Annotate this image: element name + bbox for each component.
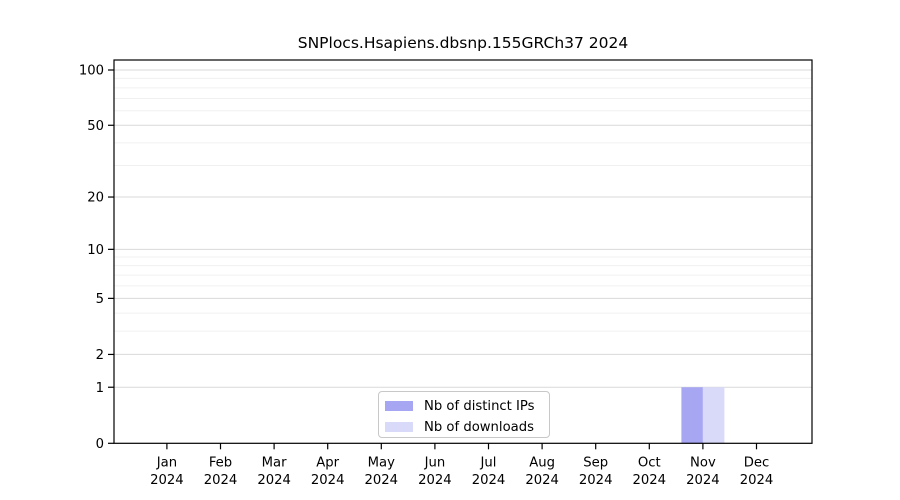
x-tick-label-month: Mar [262,456,287,471]
x-tick-label-year: 2024 [740,473,774,488]
y-tick-label: 50 [87,119,104,134]
x-tick-label-year: 2024 [365,473,399,488]
x-tick-label-year: 2024 [472,473,506,488]
y-tick-label: 2 [96,348,104,363]
x-tick-label-year: 2024 [204,473,238,488]
x-tick-label-month: May [368,456,395,471]
y-tick-label: 20 [87,191,104,206]
x-tick-label-year: 2024 [633,473,667,488]
y-tick-label: 1 [96,381,104,396]
x-tick-label-month: Dec [744,456,770,471]
bar-nov-series1 [702,387,725,444]
legend-swatch-downloads-icon [385,422,413,432]
x-tick-label-year: 2024 [257,473,291,488]
legend-item-distinct-ips: Nb of distinct IPs [385,397,549,415]
x-tick-label-month: Feb [209,456,232,471]
x-tick-label-year: 2024 [525,473,559,488]
chart-title: SNPlocs.Hsapiens.dbsnp.155GRCh37 2024 [297,34,629,52]
x-tick-label-month: Sep [583,456,608,471]
x-tick-label-year: 2024 [150,473,184,488]
plot-border [113,59,813,444]
x-tick-label-year: 2024 [686,473,720,488]
y-tick-label: 5 [96,292,104,307]
legend-swatch-distinct-ips-icon [385,401,413,411]
x-tick-label-year: 2024 [579,473,613,488]
legend-label-downloads: Nb of downloads [424,419,534,435]
y-tick-label: 100 [79,64,104,79]
y-tick-label: 0 [96,437,104,452]
x-tick-label-year: 2024 [311,473,345,488]
y-tick-label: 10 [87,243,104,258]
x-tick-label-month: Nov [690,456,716,471]
x-tick-label-month: Jan [156,456,177,471]
x-tick-label-month: Apr [316,456,339,471]
legend: Nb of distinct IPs Nb of downloads [378,391,550,438]
legend-item-downloads: Nb of downloads [385,418,549,436]
x-tick-label-year: 2024 [418,473,452,488]
x-tick-label-month: Aug [529,456,555,471]
bar-nov-series0 [681,387,703,444]
x-tick-label-month: Oct [638,456,661,471]
x-tick-label-month: Jun [424,456,446,471]
x-tick-label-month: Jul [480,456,497,471]
legend-label-distinct-ips: Nb of distinct IPs [424,398,535,414]
